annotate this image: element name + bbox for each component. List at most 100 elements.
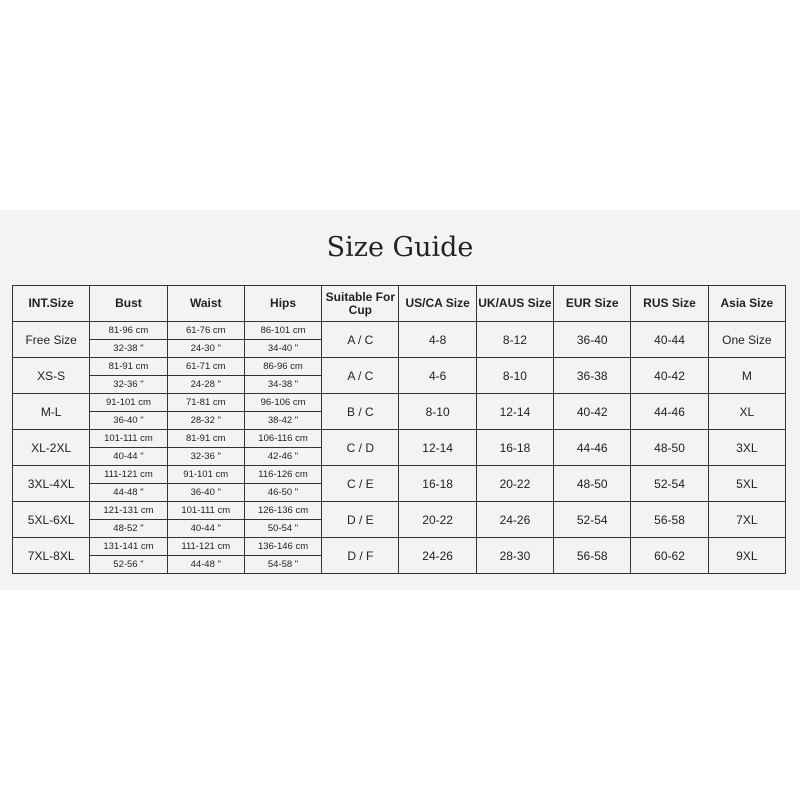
table-cell: 52-54 bbox=[553, 501, 632, 538]
table-cell: 4-6 bbox=[398, 357, 477, 394]
table-cell: 36-38 bbox=[553, 357, 632, 394]
column-header: UK/AUS Size bbox=[475, 285, 555, 322]
table-cell: 52-54 bbox=[630, 465, 709, 502]
table-cell: 16-18 bbox=[398, 465, 477, 502]
table-cell: 56-58 bbox=[630, 501, 709, 538]
table-cell: 28-30 bbox=[475, 537, 555, 574]
table-cell: 40-42 bbox=[553, 393, 632, 430]
table-cell: 46-50 " bbox=[243, 483, 323, 502]
table-cell: 36-40 " bbox=[89, 411, 168, 430]
table-cell: 24-26 bbox=[475, 501, 555, 538]
table-cell: 96-106 cm bbox=[243, 393, 323, 412]
table-row: XS-S 81-91 cm 61-71 cm 86-96 cm A / C 4-6 8-10… bbox=[11, 357, 787, 394]
table-row-inches: 52-56 " 44-48 " 54-58 " bbox=[13, 555, 786, 574]
header-row: INT.Size Bust Waist Hips Suitable For Cup US/… bbox=[11, 285, 787, 322]
table-cell: 48-52 " bbox=[89, 519, 168, 538]
table-cell: 40-44 " bbox=[89, 447, 168, 466]
table-cell: 24-28 " bbox=[166, 375, 245, 394]
table-cell: M-L bbox=[11, 393, 91, 430]
table-cell: 106-116 cm bbox=[243, 429, 323, 448]
table-cell: 5XL-6XL bbox=[11, 501, 91, 538]
table-cell: 42-46 " bbox=[243, 447, 323, 466]
table-cell: 20-22 bbox=[398, 501, 477, 538]
table-cell: 86-101 cm bbox=[243, 321, 323, 340]
page-title: Size Guide bbox=[326, 232, 474, 263]
column-header: RUS Size bbox=[630, 285, 709, 322]
table-cell: 81-96 cm bbox=[89, 321, 168, 340]
table-cell: D / E bbox=[321, 501, 400, 538]
table-cell: 36-40 " bbox=[166, 483, 245, 502]
table-cell: 44-48 " bbox=[166, 555, 245, 574]
table-cell: A / C bbox=[321, 357, 400, 394]
table-row-inches: 32-38 " 24-30 " 34-40 " bbox=[13, 339, 786, 358]
column-header: Hips bbox=[243, 285, 323, 322]
size-table: INT.Size Bust Waist Hips Suitable For Cup US/… bbox=[11, 285, 787, 574]
table-cell: 52-56 " bbox=[89, 555, 168, 574]
table-cell: 86-96 cm bbox=[243, 357, 323, 376]
table-cell: 7XL bbox=[707, 501, 787, 538]
table-cell: 24-30 " bbox=[166, 339, 245, 358]
table-cell: 111-121 cm bbox=[166, 537, 245, 556]
column-header: Asia Size bbox=[707, 285, 787, 322]
table-cell: One Size bbox=[707, 321, 787, 358]
column-header: EUR Size bbox=[553, 285, 632, 322]
table-row: M-L 91-101 cm 71-81 cm 96-106 cm B / C 8-10 12… bbox=[11, 393, 787, 430]
column-header: INT.Size bbox=[11, 285, 91, 322]
table-cell: 61-71 cm bbox=[166, 357, 245, 376]
table-cell: 40-44 bbox=[630, 321, 709, 358]
table-cell: 36-40 bbox=[553, 321, 632, 358]
table-cell: 32-36 " bbox=[89, 375, 168, 394]
column-header: Waist bbox=[166, 285, 245, 322]
table-cell: 101-111 cm bbox=[89, 429, 168, 448]
table-cell: 54-58 " bbox=[243, 555, 323, 574]
table-cell: C / D bbox=[321, 429, 400, 466]
table-cell: D / F bbox=[321, 537, 400, 574]
table-cell: 20-22 bbox=[475, 465, 555, 502]
table-cell: 28-32 " bbox=[166, 411, 245, 430]
table-cell: 81-91 cm bbox=[166, 429, 245, 448]
table-cell: 44-46 bbox=[553, 429, 632, 466]
table-cell: 48-50 bbox=[553, 465, 632, 502]
table-cell: 131-141 cm bbox=[89, 537, 168, 556]
table-cell: 101-111 cm bbox=[166, 501, 245, 520]
table-cell: 38-42 " bbox=[243, 411, 323, 430]
table-cell: Free Size bbox=[11, 321, 91, 358]
table-cell: XL bbox=[707, 393, 787, 430]
table-cell: 3XL bbox=[707, 429, 787, 466]
table-cell: 24-26 bbox=[398, 537, 477, 574]
table-cell: 9XL bbox=[707, 537, 787, 574]
table-row-inches: 48-52 " 40-44 " 50-54 " bbox=[13, 519, 786, 538]
table-cell: XS-S bbox=[11, 357, 91, 394]
table-cell: 60-62 bbox=[630, 537, 709, 574]
column-header: Bust bbox=[89, 285, 168, 322]
table-cell: 91-101 cm bbox=[89, 393, 168, 412]
column-header: Suitable For Cup bbox=[321, 285, 400, 322]
table-cell: 8-10 bbox=[475, 357, 555, 394]
table-row: 7XL-8XL 131-141 cm 111-121 cm 136-146 cm D /… bbox=[11, 537, 787, 574]
table-row-inches: 40-44 " 32-36 " 42-46 " bbox=[13, 447, 786, 466]
table-cell: M bbox=[707, 357, 787, 394]
table-cell: 81-91 cm bbox=[89, 357, 168, 376]
table-cell: C / E bbox=[321, 465, 400, 502]
column-header: US/CA Size bbox=[398, 285, 477, 322]
table-cell: 50-54 " bbox=[243, 519, 323, 538]
table-cell: 34-38 " bbox=[243, 375, 323, 394]
table-cell: 5XL bbox=[707, 465, 787, 502]
table-cell: 4-8 bbox=[398, 321, 477, 358]
table-row: 5XL-6XL 121-131 cm 101-111 cm 126-136 cm D /… bbox=[11, 501, 787, 538]
table-cell: 12-14 bbox=[398, 429, 477, 466]
table-cell: 34-40 " bbox=[243, 339, 323, 358]
table-cell: 126-136 cm bbox=[243, 501, 323, 520]
table-cell: 32-38 " bbox=[89, 339, 168, 358]
table-cell: 7XL-8XL bbox=[11, 537, 91, 574]
table-cell: 111-121 cm bbox=[89, 465, 168, 484]
table-cell: B / C bbox=[321, 393, 400, 430]
table-cell: 48-50 bbox=[630, 429, 709, 466]
table-cell: 40-42 bbox=[630, 357, 709, 394]
table-cell: 8-12 bbox=[475, 321, 555, 358]
table-cell: 71-81 cm bbox=[166, 393, 245, 412]
table-cell: 40-44 " bbox=[166, 519, 245, 538]
table-cell: 12-14 bbox=[475, 393, 555, 430]
